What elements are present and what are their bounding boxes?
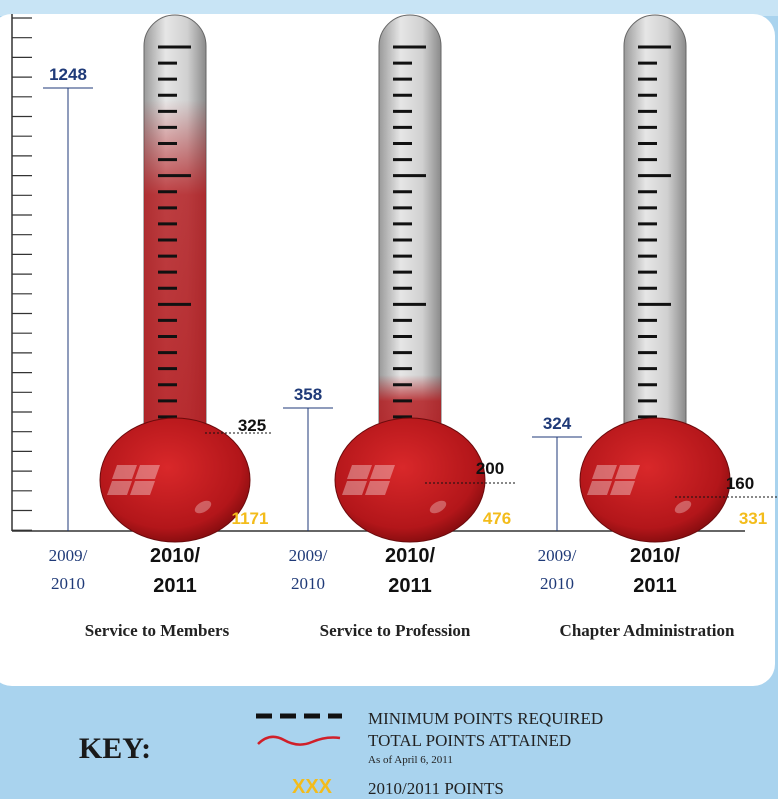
previous-points: 324 xyxy=(543,414,572,433)
xxx-symbol: XXX xyxy=(292,776,333,798)
key-label: 2010/2011 POINTS xyxy=(368,779,504,798)
bulb-shine xyxy=(194,500,212,514)
thermometers: 1248 325 1171 2009/2010 2010/2011 Service to … xyxy=(43,14,778,640)
previous-year: 2009/ xyxy=(49,546,88,565)
bulb xyxy=(579,417,731,543)
wave-symbol xyxy=(257,735,341,746)
bulb-glare xyxy=(107,481,132,495)
bulb-glare xyxy=(135,465,160,479)
bulb-glare xyxy=(615,465,640,479)
current-year: 2010/ xyxy=(150,545,200,567)
bulb-glare xyxy=(342,481,367,495)
current-year: 2010/ xyxy=(630,545,680,567)
previous-year: 2010 xyxy=(51,574,85,593)
bulb-glare xyxy=(592,465,617,479)
current-year: 2011 xyxy=(153,575,196,597)
minimum-points: 200 xyxy=(476,459,504,478)
bulb xyxy=(99,417,251,543)
bulb-shine xyxy=(674,500,692,514)
previous-year: 2009/ xyxy=(538,546,577,565)
current-points: 476 xyxy=(483,509,511,528)
bulb-shine xyxy=(429,500,447,514)
current-points: 331 xyxy=(739,509,767,528)
key-label: TOTAL POINTS ATTAINED xyxy=(368,731,571,750)
previous-year: 2010 xyxy=(540,574,574,593)
bulb-glare xyxy=(370,465,395,479)
previous-year: 2009/ xyxy=(289,546,328,565)
bulb-glare xyxy=(112,465,137,479)
minimum-points: 160 xyxy=(726,474,754,493)
bulb xyxy=(334,417,486,543)
current-year: 2011 xyxy=(388,575,431,597)
key-note: As of April 6, 2011 xyxy=(368,754,453,766)
key-title: KEY: xyxy=(79,732,151,765)
previous-year: 2010 xyxy=(291,574,325,593)
bulb-glare xyxy=(365,481,390,495)
category-name: Service to Members xyxy=(85,621,230,640)
previous-points: 358 xyxy=(294,385,322,404)
bulb-glare xyxy=(130,481,155,495)
current-year: 2011 xyxy=(633,575,676,597)
thermometer: 324 160 331 2009/2010 2010/2011 Chapter Admin… xyxy=(532,14,778,640)
previous-points: 1248 xyxy=(49,65,87,84)
minimum-points: 325 xyxy=(238,416,266,435)
key: KEY: XXX MINIMUM POINTS REQUIRED TOTAL P… xyxy=(79,709,603,798)
tube xyxy=(623,14,687,476)
current-year: 2010/ xyxy=(385,545,435,567)
bulb-glare xyxy=(347,465,372,479)
thermometer: 1248 325 1171 2009/2010 2010/2011 Service to … xyxy=(43,14,272,640)
bulb-glare xyxy=(587,481,612,495)
thermometer: 358 200 476 2009/2010 2010/2011 Service to Pr… xyxy=(283,14,517,640)
bulb-glare xyxy=(610,481,635,495)
top-band xyxy=(0,0,778,16)
current-points: 1171 xyxy=(232,509,269,528)
category-name: Service to Profession xyxy=(320,621,471,640)
category-name: Chapter Administration xyxy=(560,621,735,640)
key-label: MINIMUM POINTS REQUIRED xyxy=(368,709,603,728)
